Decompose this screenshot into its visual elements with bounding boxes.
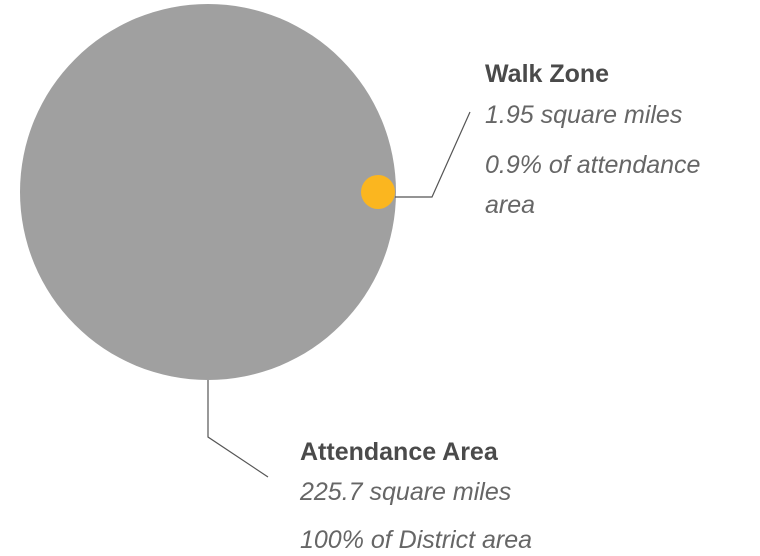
- attendance-leader: [207, 380, 269, 478]
- walk-zone-share: 0.9% of attendance area: [485, 151, 701, 219]
- walk-zone-leader: [395, 111, 471, 198]
- walk-zone-circle: [361, 175, 395, 209]
- walk-zone-title: Walk Zone: [485, 60, 610, 88]
- attendance-area-circle: [20, 4, 396, 380]
- attendance-title: Attendance Area: [300, 438, 498, 466]
- attendance-area-text: 225.7 square miles: [300, 478, 512, 506]
- walk-zone-area: 1.95 square miles: [485, 101, 683, 129]
- attendance-share: 100% of District area: [300, 526, 533, 554]
